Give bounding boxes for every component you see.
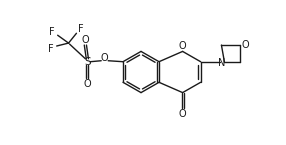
Text: O: O <box>82 35 89 45</box>
Text: O: O <box>179 41 186 51</box>
Text: F: F <box>78 24 83 34</box>
Text: O: O <box>179 109 186 119</box>
Text: O: O <box>101 53 108 63</box>
Text: F: F <box>48 44 53 54</box>
Text: F: F <box>49 27 55 37</box>
Text: N: N <box>218 58 225 68</box>
Text: O: O <box>241 40 249 50</box>
Text: S: S <box>84 57 91 67</box>
Text: O: O <box>84 79 91 89</box>
